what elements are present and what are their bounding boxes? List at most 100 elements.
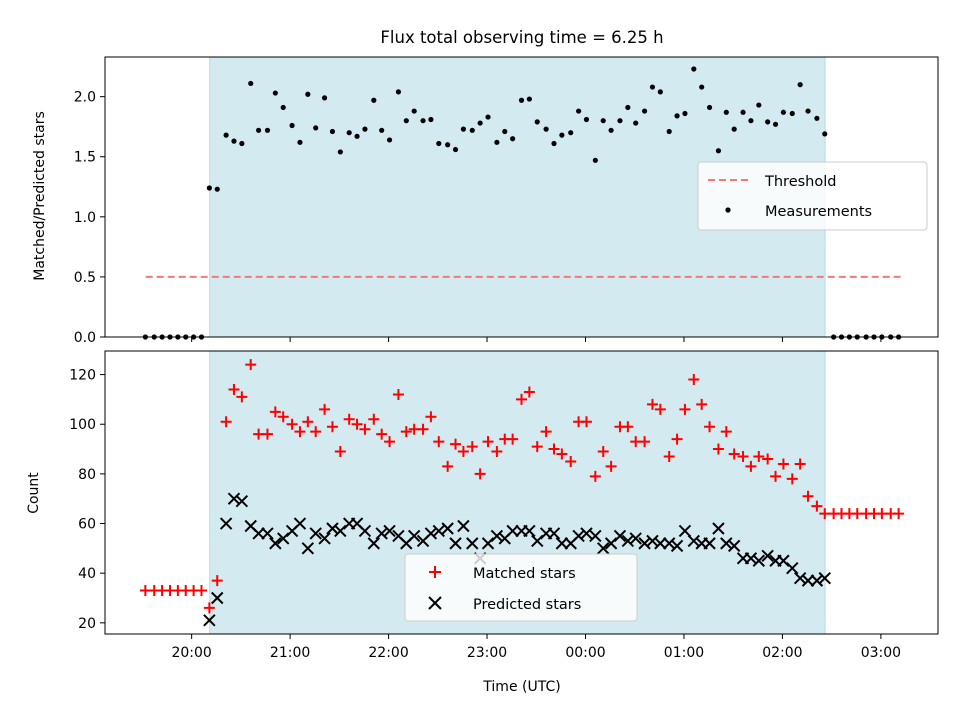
y-tick-label: 0.0 xyxy=(74,330,96,346)
data-point xyxy=(786,562,799,575)
x-tick-label: 23:00 xyxy=(467,645,507,661)
data-point xyxy=(580,527,593,540)
data-point xyxy=(638,537,651,550)
data-point xyxy=(474,468,486,480)
count-y-axis-label: Count xyxy=(26,472,42,514)
data-point xyxy=(272,90,278,96)
data-point xyxy=(510,136,516,142)
data-point xyxy=(425,411,437,423)
ratio-y-axis-label: Matched/Predicted stars xyxy=(32,111,48,281)
data-point xyxy=(424,527,438,540)
data-point xyxy=(811,500,823,512)
data-point xyxy=(321,95,328,101)
data-point xyxy=(687,534,701,548)
data-point xyxy=(400,426,412,438)
data-point xyxy=(383,524,396,538)
data-point xyxy=(752,554,766,567)
data-point xyxy=(600,118,606,124)
data-point xyxy=(516,393,527,405)
data-point xyxy=(605,460,617,472)
data-point xyxy=(583,116,590,123)
data-point xyxy=(343,413,355,425)
data-point xyxy=(457,519,470,533)
data-point xyxy=(329,128,336,135)
data-point xyxy=(805,108,811,114)
data-point xyxy=(245,359,257,371)
y-tick-label: 0.5 xyxy=(74,270,96,286)
legend-predicted-label: Predicted stars xyxy=(473,597,581,613)
predicted-stars-points xyxy=(203,492,831,627)
data-point xyxy=(691,66,697,72)
y-tick-label: 40 xyxy=(78,566,96,582)
data-point xyxy=(670,539,684,553)
data-point xyxy=(761,549,774,563)
count-panel-frame xyxy=(104,350,939,635)
count-legend: Matched stars Predicted stars xyxy=(404,553,638,622)
data-point xyxy=(358,524,372,538)
data-point xyxy=(592,157,598,163)
data-point xyxy=(469,127,475,133)
data-point xyxy=(305,91,311,97)
data-point xyxy=(277,411,289,423)
data-point xyxy=(704,421,716,433)
data-point xyxy=(297,139,303,145)
data-point xyxy=(727,539,741,553)
data-point xyxy=(818,571,831,585)
data-point xyxy=(236,391,248,403)
data-point xyxy=(326,421,338,433)
data-point xyxy=(452,146,459,153)
data-point xyxy=(482,436,494,448)
data-point xyxy=(301,542,315,555)
data-point xyxy=(622,421,634,433)
data-point xyxy=(261,428,273,440)
data-point xyxy=(395,89,402,95)
count-y-ticks: 20 40 60 80 100 120 xyxy=(69,368,105,632)
data-point xyxy=(777,458,789,470)
data-point xyxy=(337,149,343,155)
ratio-legend-box xyxy=(697,161,928,231)
data-point xyxy=(334,524,347,538)
data-point xyxy=(481,537,495,550)
x-tick-label: 20:00 xyxy=(171,645,211,661)
data-point xyxy=(822,131,828,137)
data-point xyxy=(286,418,298,430)
data-point xyxy=(326,522,339,535)
data-point xyxy=(657,89,663,95)
data-point xyxy=(753,451,765,463)
data-point xyxy=(671,433,683,445)
data-point xyxy=(706,104,713,111)
y-tick-label: 20 xyxy=(78,616,96,632)
data-point xyxy=(362,126,368,132)
data-point xyxy=(531,534,544,548)
data-point xyxy=(797,82,803,88)
data-point xyxy=(460,126,467,132)
data-point xyxy=(310,426,322,438)
data-point xyxy=(318,532,331,545)
data-point xyxy=(228,383,240,395)
data-point xyxy=(723,109,729,115)
data-point xyxy=(235,494,249,508)
data-point xyxy=(411,108,417,114)
data-point xyxy=(649,84,656,90)
data-point xyxy=(354,133,360,139)
data-point xyxy=(625,104,631,111)
data-point xyxy=(269,537,282,550)
data-point xyxy=(572,529,585,543)
data-point xyxy=(436,140,442,147)
data-point xyxy=(688,374,700,386)
data-point xyxy=(789,110,795,117)
data-point xyxy=(666,128,672,135)
data-point xyxy=(893,508,905,520)
data-point xyxy=(386,137,393,143)
data-point xyxy=(507,433,519,445)
data-point xyxy=(523,524,536,538)
data-point xyxy=(264,127,271,133)
data-point xyxy=(384,436,396,448)
data-point xyxy=(662,537,676,550)
data-point xyxy=(367,537,381,550)
data-point xyxy=(756,102,762,108)
data-point xyxy=(646,398,658,410)
data-point xyxy=(491,446,503,458)
data-point xyxy=(280,104,286,111)
y-tick-label: 1.0 xyxy=(74,210,96,226)
